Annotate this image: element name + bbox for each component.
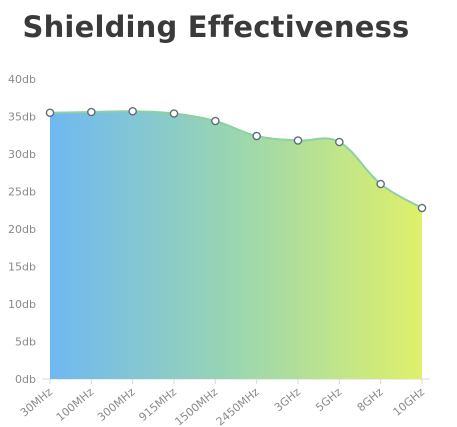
y-tick-label: 20db <box>8 223 36 236</box>
data-point <box>335 137 344 147</box>
data-point <box>87 107 96 117</box>
x-tick-label: 30MHz <box>18 385 55 419</box>
x-tick-label: 5GHz <box>313 385 344 414</box>
data-point <box>376 179 385 189</box>
x-tick-label: 3GHz <box>272 385 303 414</box>
y-tick-label: 35db <box>8 111 36 124</box>
data-point <box>45 108 55 118</box>
y-tick-label: 30db <box>8 148 36 161</box>
data-points <box>45 106 427 213</box>
y-tick-label: 25db <box>8 186 36 199</box>
data-point <box>128 106 137 116</box>
x-tick-label: 8GHz <box>355 385 386 414</box>
data-point <box>417 203 427 213</box>
y-axis: 0db 5db 10db 15db 20db 25db 30db 35db 40db <box>8 73 36 386</box>
x-tick-label: 1500MHz <box>172 385 220 427</box>
x-tick-label: 100MHz <box>54 385 97 424</box>
x-tick-label: 2450MHz <box>214 385 262 427</box>
y-tick-label: 5db <box>15 336 36 349</box>
x-tick-label: 300MHz <box>95 385 138 424</box>
data-point <box>211 116 220 126</box>
chart-title: Shielding Effectiveness <box>22 10 410 44</box>
series-line <box>49 110 423 209</box>
data-point <box>293 136 303 145</box>
y-tick-label: 15db <box>8 261 36 274</box>
y-tick-label: 10db <box>8 298 36 311</box>
data-point <box>169 109 179 118</box>
y-tick-label: 40db <box>8 73 36 86</box>
data-point <box>252 131 261 141</box>
y-tick-label: 0db <box>15 373 36 386</box>
x-tick-label: 10GHz <box>391 385 428 419</box>
area-fill <box>50 111 422 379</box>
